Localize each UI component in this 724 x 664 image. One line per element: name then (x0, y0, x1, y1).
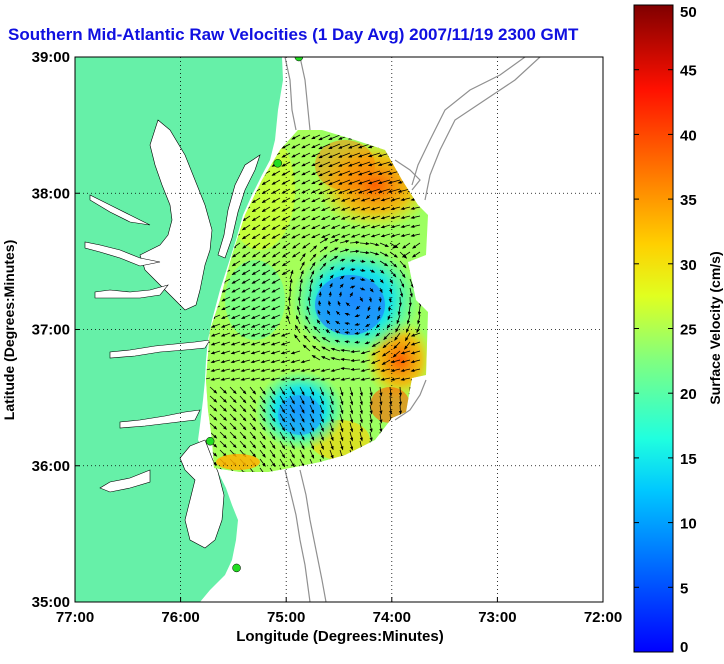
colorbar-tick-label: 30 (680, 257, 697, 274)
velocity-patch-south (216, 454, 260, 470)
lat-tick-label: 36:00 (32, 458, 70, 475)
lon-tick-label: 73:00 (478, 609, 516, 626)
colorbar-tick-label: 15 (680, 451, 697, 468)
lon-tick-label: 75:00 (267, 609, 305, 626)
figure-title: Southern Mid-Atlantic Raw Velocities (1 … (8, 25, 579, 44)
colorbar-tick-label: 0 (680, 639, 688, 656)
colorbar-gradient (634, 5, 673, 652)
colorbar-tick-label: 10 (680, 516, 697, 533)
lon-tick-label: 77:00 (56, 609, 94, 626)
lon-tick-label: 76:00 (161, 609, 199, 626)
lat-tick-label: 37:00 (32, 322, 70, 339)
radar-station-marker (206, 437, 214, 445)
colorbar-tick-label: 45 (680, 63, 697, 80)
radar-station-marker (274, 159, 282, 167)
latitude-ticks: 39:00 38:00 37:00 36:00 35:00 (32, 49, 80, 611)
colorbar-tick-label: 50 (680, 4, 697, 21)
map-plot-area (75, 53, 603, 602)
y-axis-label: Latitude (Degrees:Minutes) (1, 240, 17, 420)
lat-tick-label: 35:00 (32, 594, 70, 611)
colorbar-tick-label: 20 (680, 386, 697, 403)
lat-tick-label: 38:00 (32, 185, 70, 202)
colorbar-tick-label: 25 (680, 322, 697, 339)
colorbar-tick-label: 5 (680, 580, 688, 597)
radar-station-marker (233, 564, 241, 572)
colorbar-tick-label: 35 (680, 192, 697, 209)
lon-tick-label: 74:00 (373, 609, 411, 626)
colorbar-label: Surface Velocity (cm/s) (707, 251, 723, 404)
x-axis-label: Longitude (Degrees:Minutes) (236, 628, 444, 645)
colorbar-tick-label: 40 (680, 127, 697, 144)
lon-tick-label: 72:00 (584, 609, 622, 626)
lat-tick-label: 39:00 (32, 49, 70, 66)
